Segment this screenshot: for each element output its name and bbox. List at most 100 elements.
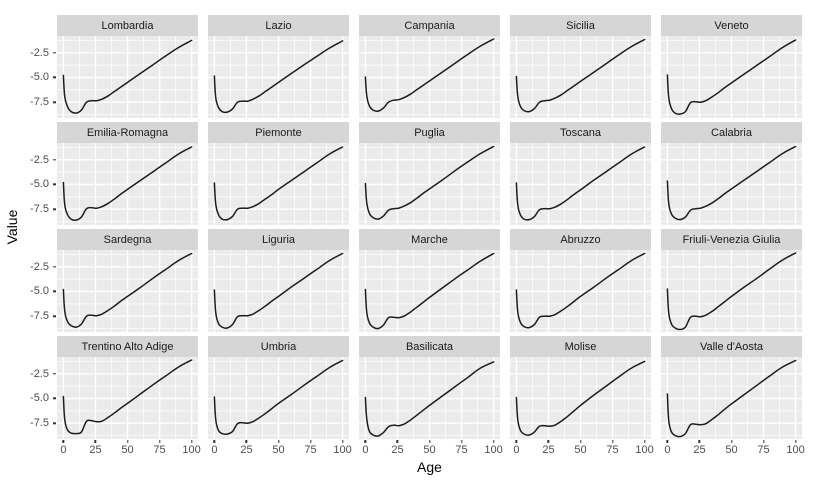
line-chart-trentino-alto-adige: [57, 357, 198, 439]
x-tick-mark: [515, 440, 518, 443]
facet-panel-basilicata: [359, 357, 500, 439]
y-tick-mark: [53, 183, 56, 186]
x-tick-label: 25: [693, 444, 706, 456]
x-tick-label: 0: [60, 444, 67, 456]
facet-strip-friuli-venezia-giulia: Friuli-Venezia Giulia: [661, 229, 802, 250]
facet-toscana: Toscana: [510, 122, 651, 225]
x-tick-mark: [794, 440, 797, 443]
line-chart-sicilia: [510, 36, 651, 118]
facet-strip-marche: Marche: [359, 229, 500, 250]
facet-liguria: Liguria: [208, 229, 349, 332]
facet-strip-sardegna: Sardegna: [57, 229, 198, 250]
line-chart-friuli-venezia-giulia: [661, 250, 802, 332]
x-tick-mark: [158, 440, 161, 443]
facet-strip-emilia-romagna: Emilia-Romagna: [57, 122, 198, 143]
facet-piemonte: Piemonte: [208, 122, 349, 225]
line-chart-marche: [359, 250, 500, 332]
facet-strip-sicilia: Sicilia: [510, 15, 651, 36]
value-curve-valle-d-aosta: [666, 359, 797, 438]
y-tick-label: -5.0: [30, 71, 49, 84]
facet-panel-sardegna: [57, 250, 198, 332]
x-tick-mark: [309, 440, 312, 443]
facet-lazio: Lazio: [208, 15, 349, 118]
x-axis-umbria: 0 25 50 75 100: [208, 439, 352, 459]
facet-lombardia: Lombardia -2.5 -5.0 -7.5: [30, 15, 198, 118]
value-curve-friuli-venezia-giulia: [666, 252, 797, 331]
y-tick-label: -7.5: [30, 203, 49, 216]
facet-strip-molise: Molise: [510, 336, 651, 357]
line-chart-lombardia: [57, 36, 198, 118]
y-tick-mark: [53, 52, 56, 54]
x-tick-mark: [762, 440, 765, 443]
facet-sicilia: Sicilia: [510, 15, 651, 118]
y-tick-label: -7.5: [30, 417, 49, 430]
x-axis-molise: 0 25 50 75 100: [510, 439, 654, 459]
line-chart-basilicata: [359, 357, 500, 439]
y-tick-mark: [53, 290, 56, 293]
facet-panel-valle-d-aosta: [661, 357, 802, 439]
x-tick-label: 100: [635, 444, 654, 456]
x-tick-mark: [730, 440, 733, 443]
facet-panel-emilia-romagna: [57, 143, 198, 225]
facet-panel-friuli-venezia-giulia: [661, 250, 802, 332]
x-tick-label: 50: [423, 444, 436, 456]
x-tick-mark: [428, 440, 431, 443]
x-tick-label: 75: [455, 444, 468, 456]
line-chart-piemonte: [208, 143, 349, 225]
value-curve-molise: [515, 360, 646, 436]
facet-panel-campania: [359, 36, 500, 118]
facet-panel-marche: [359, 250, 500, 332]
facet-strip-puglia: Puglia: [359, 122, 500, 143]
y-tick-mark: [53, 101, 56, 103]
value-curve-calabria: [666, 145, 797, 221]
facet-strip-campania: Campania: [359, 15, 500, 36]
facet-panel-puglia: [359, 143, 500, 225]
y-tick-label: -7.5: [30, 310, 49, 323]
x-axis-basilicata: 0 25 50 75 100: [359, 439, 503, 459]
line-chart-abruzzo: [510, 250, 651, 332]
facet-strip-liguria: Liguria: [208, 229, 349, 250]
facet-strip-calabria: Calabria: [661, 122, 802, 143]
x-tick-label: 0: [211, 444, 218, 456]
facet-emilia-romagna: Emilia-Romagna -2.5 -5.0 -7.5: [30, 122, 198, 225]
x-tick-label: 0: [362, 444, 369, 456]
facet-friuli-venezia-giulia: Friuli-Venezia Giulia: [661, 229, 802, 332]
facet-puglia: Puglia: [359, 122, 500, 225]
facet-panel-trentino-alto-adige: [57, 357, 198, 439]
facet-strip-toscana: Toscana: [510, 122, 651, 143]
x-tick-label: 50: [574, 444, 587, 456]
line-chart-toscana: [510, 143, 651, 225]
facet-abruzzo: Abruzzo: [510, 229, 651, 332]
x-axis-trentino-alto-adige: 0 25 50 75 100: [57, 439, 201, 459]
y-tick-mark: [53, 315, 56, 317]
x-tick-mark: [643, 440, 646, 443]
facet-basilicata: Basilicata 0 25 50 75 100: [359, 336, 503, 456]
x-tick-label: 25: [240, 444, 253, 456]
x-axis-valle-d-aosta: 0 25 50 75 100: [661, 439, 805, 459]
value-curve-trentino-alto-adige: [62, 359, 193, 435]
facet-panel-piemonte: [208, 143, 349, 225]
y-tick-mark: [53, 159, 56, 161]
y-tick-label: -2.5: [30, 153, 49, 166]
value-curve-veneto: [666, 39, 797, 115]
y-tick-mark: [53, 397, 56, 400]
x-tick-mark: [62, 440, 65, 443]
facet-veneto: Veneto: [661, 15, 802, 118]
x-tick-mark: [547, 440, 550, 443]
facet-panel-toscana: [510, 143, 651, 225]
y-tick-mark: [53, 266, 56, 268]
facet-strip-piemonte: Piemonte: [208, 122, 349, 143]
facet-panel-molise: [510, 357, 651, 439]
y-tick-label: -7.5: [30, 96, 49, 109]
x-tick-label: 75: [304, 444, 317, 456]
x-tick-label: 100: [786, 444, 805, 456]
y-tick-label: -2.5: [30, 260, 49, 273]
value-curve-lombardia: [62, 39, 193, 114]
x-tick-mark: [460, 440, 463, 443]
x-tick-label: 75: [606, 444, 619, 456]
value-curve-sardegna: [62, 252, 193, 328]
line-chart-molise: [510, 357, 651, 439]
facet-panel-lombardia: [57, 36, 198, 118]
x-tick-mark: [245, 440, 248, 443]
